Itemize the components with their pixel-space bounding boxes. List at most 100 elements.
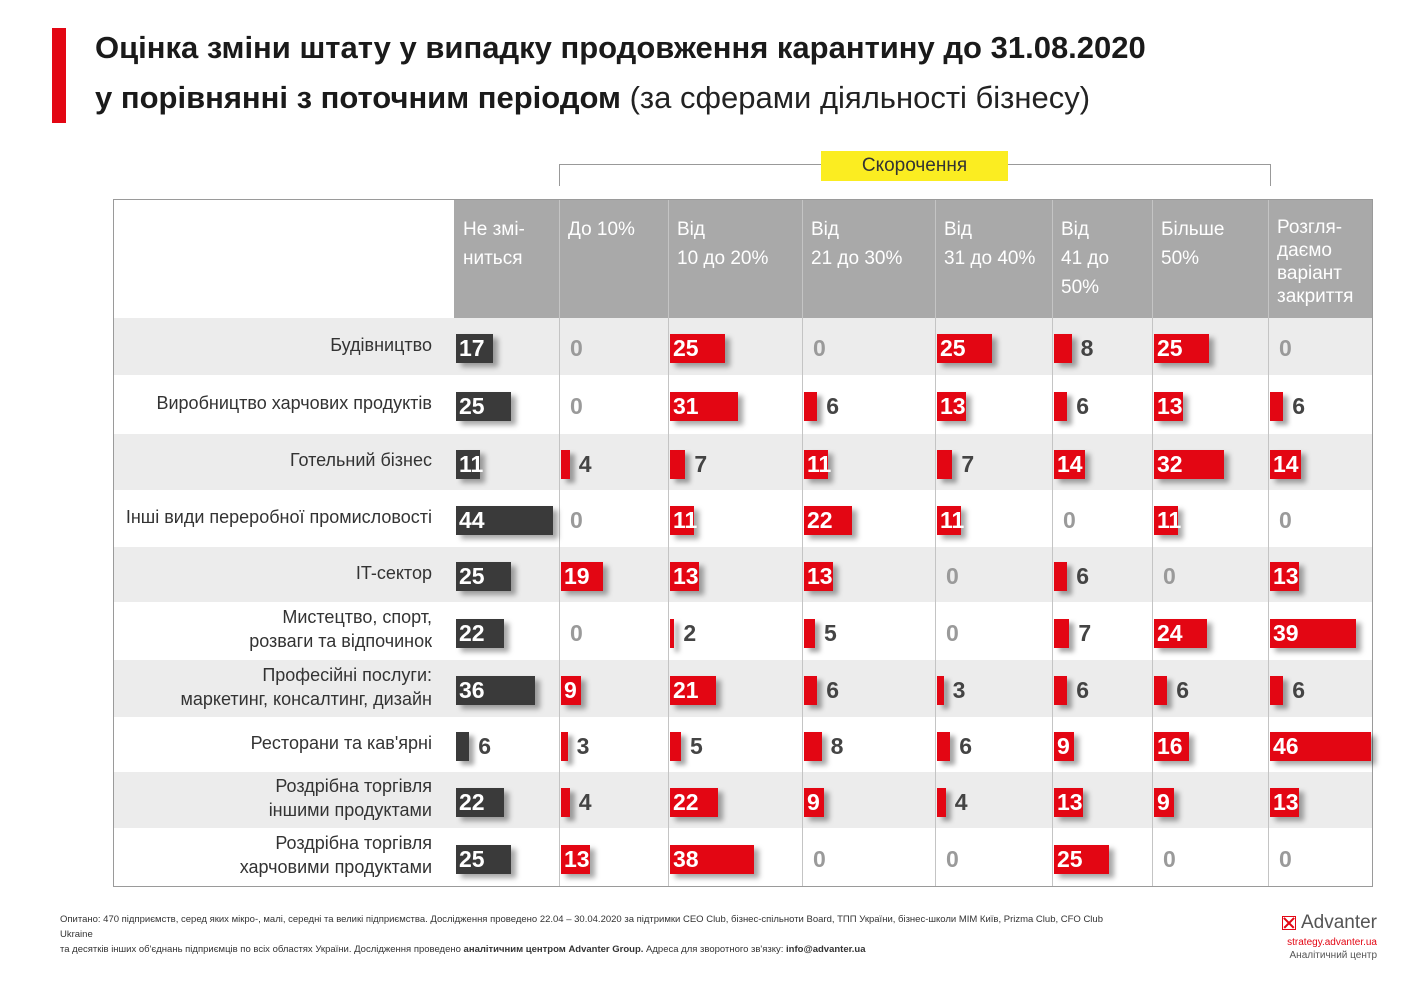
column-header-line: 41 до 50% xyxy=(1061,248,1110,298)
value-label: 25 xyxy=(459,845,485,872)
column-divider xyxy=(1268,200,1269,886)
bar xyxy=(456,732,470,761)
value-label: 6 xyxy=(478,733,491,759)
value-label: 0 xyxy=(1279,845,1292,872)
value-label: 32 xyxy=(1157,450,1183,477)
value-label: 25 xyxy=(940,335,966,361)
value-label: 11 xyxy=(459,450,484,477)
bar xyxy=(456,392,511,421)
footnote-org: аналітичним центром Advanter Group. xyxy=(463,944,644,955)
row-label: IT-сектор xyxy=(114,561,432,585)
bar xyxy=(456,449,481,479)
bar xyxy=(456,562,511,591)
table-row xyxy=(114,547,1372,602)
column-header-line: закриття xyxy=(1277,286,1354,307)
bar xyxy=(1054,787,1083,817)
value-label: 8 xyxy=(830,733,844,759)
footnote-line1: Опитано: 470 підприємств, серед яких мік… xyxy=(60,914,1103,940)
bar xyxy=(1270,449,1301,479)
value-label: 13 xyxy=(564,845,590,872)
bar xyxy=(1054,844,1109,874)
row-label-line: Роздрібна торгівля xyxy=(275,833,432,853)
column-divider xyxy=(1052,200,1053,886)
logo-url: strategy.advanter.ua xyxy=(1287,937,1377,948)
bar xyxy=(1154,506,1179,535)
bar xyxy=(670,506,695,535)
row-label-line: Роздрібна торгівля xyxy=(275,776,432,796)
value-label: 0 xyxy=(570,393,583,419)
column-header: Від 31 до 40% xyxy=(935,200,1052,318)
value-label: 3 xyxy=(952,677,966,703)
value-label: 0 xyxy=(570,335,583,361)
subtitle-bold: у порівнянні з поточним періодом xyxy=(95,80,621,115)
bar xyxy=(937,676,944,705)
value-label: 6 xyxy=(826,677,839,703)
column-header-line: Розгля- xyxy=(1277,217,1343,238)
bar xyxy=(670,334,725,363)
subtitle-light: (за сферами діяльності бізнесу) xyxy=(629,80,1091,115)
bar xyxy=(804,449,829,479)
value-label: 36 xyxy=(459,677,485,703)
column-header: Розгля-даємо варіант закриття xyxy=(1268,200,1372,318)
title-accent-bar xyxy=(52,28,66,123)
value-label: 6 xyxy=(1176,677,1189,703)
row-label-line: IT-сектор xyxy=(355,562,432,583)
value-label: 6 xyxy=(1292,393,1305,419)
bar xyxy=(1154,449,1225,479)
column-header-line: Від xyxy=(944,219,972,240)
row-label-line: маркетинг, консалтинг, дизайн xyxy=(180,688,432,709)
value-label: 25 xyxy=(1157,335,1183,361)
row-label-line: Мистецтво, спорт, xyxy=(282,607,432,627)
bar xyxy=(937,787,946,817)
bar xyxy=(561,449,570,479)
value-label: 4 xyxy=(954,788,968,815)
bar xyxy=(456,844,511,874)
value-label: 0 xyxy=(570,507,583,533)
column-header-line: Не змі- xyxy=(463,219,525,240)
row-label-line: Ресторани та кав'ярні xyxy=(250,732,432,753)
value-label: 14 xyxy=(1057,450,1083,477)
reduction-group-label: Скорочення xyxy=(821,151,1008,181)
footnote-text-c: Адреса для зворотного зв'язку: xyxy=(646,944,784,955)
value-label: 3 xyxy=(576,733,590,759)
bar xyxy=(1270,562,1299,591)
bar xyxy=(561,562,603,591)
bar xyxy=(1054,392,1068,421)
bar xyxy=(1270,732,1372,761)
value-label: 16 xyxy=(1157,733,1183,759)
bar xyxy=(670,392,739,421)
row-label: Ресторани та кав'ярні xyxy=(114,731,432,755)
column-header: До 10% xyxy=(559,200,668,318)
bar xyxy=(670,562,699,591)
row-label-line: Інші види переробної промисловості xyxy=(125,506,432,527)
value-label: 13 xyxy=(1273,788,1299,815)
bar xyxy=(1054,449,1085,479)
bar xyxy=(1270,676,1284,705)
row-label: Роздрібна торгівля харчовими продуктами xyxy=(114,831,432,879)
footnote-line2: та десятків інших об'єднань підприємців … xyxy=(60,942,1120,957)
value-label: 14 xyxy=(1273,450,1299,477)
value-label: 7 xyxy=(1078,619,1092,646)
logo-subtitle: Аналітичний центр xyxy=(1289,950,1378,961)
column-header: Від 41 до 50% xyxy=(1052,200,1152,318)
value-label: 6 xyxy=(1076,677,1089,703)
row-label-line: Будівництво xyxy=(330,334,432,355)
value-label: 25 xyxy=(459,393,485,419)
value-label: 38 xyxy=(673,845,699,872)
value-label: 0 xyxy=(1279,335,1292,361)
value-label: 11 xyxy=(673,507,698,533)
bar xyxy=(670,844,754,874)
column-header-line: 31 до 40% xyxy=(944,248,1036,269)
value-label: 13 xyxy=(673,563,699,589)
row-label-line: іншими продуктами xyxy=(268,800,432,820)
bar xyxy=(937,732,951,761)
bar xyxy=(1154,787,1174,817)
column-divider xyxy=(668,200,669,886)
value-label: 13 xyxy=(1157,393,1183,419)
logo-name: Advanter xyxy=(1300,912,1377,933)
row-label: Професійні послуги: маркетинг, консалтинг… xyxy=(114,663,432,711)
bar xyxy=(937,392,966,421)
value-label: 0 xyxy=(570,619,583,646)
value-label: 22 xyxy=(807,507,833,533)
bar xyxy=(937,506,962,535)
